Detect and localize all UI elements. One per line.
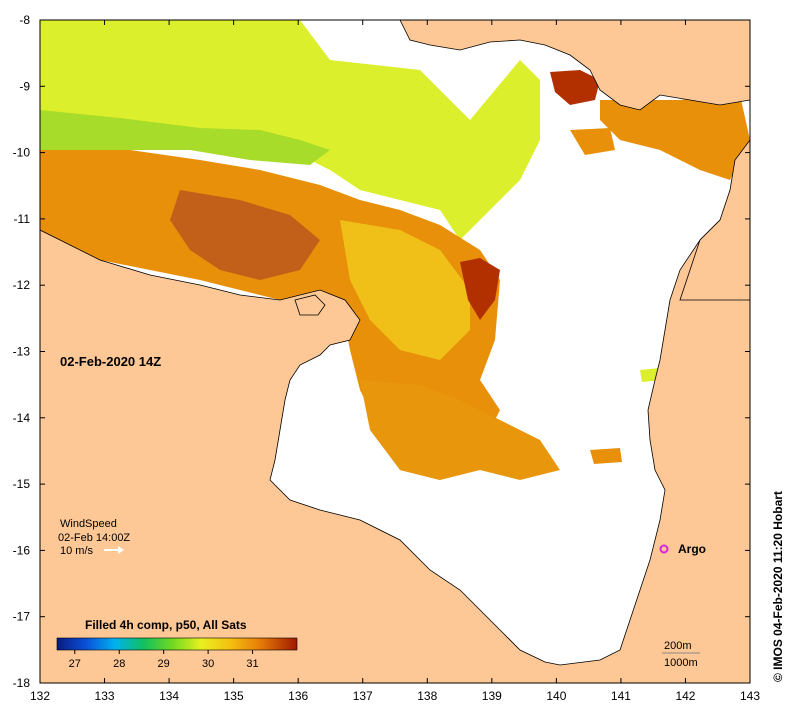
sst-cool-band: [40, 20, 540, 240]
colorbar-tick-label: 27: [69, 658, 81, 670]
x-tick-label: 135: [224, 689, 244, 703]
y-tick-label: -10: [13, 146, 31, 160]
land-cape-york: [679, 139, 750, 301]
x-tick-label: 138: [417, 689, 437, 703]
sst-warm-southeast: [360, 380, 560, 480]
x-tick-label: 132: [30, 689, 50, 703]
colorbar-tick-label: 31: [246, 658, 258, 670]
wind-time: 02-Feb 14:00Z: [58, 532, 130, 544]
land-northern-territory: [40, 189, 750, 683]
colorbar-ticks: 27 28 29 30 31: [69, 650, 259, 670]
sst-patch-east-2: [590, 448, 622, 464]
colorbar: [56, 637, 298, 651]
land-new-guinea: [399, 20, 750, 111]
x-tick-label: 139: [482, 689, 502, 703]
sst-medium-patch: [340, 220, 470, 360]
x-axis: 132 133 134 135 136 137 138 139 140 141 142 143: [30, 20, 760, 703]
sst-hot-spot-east: [460, 258, 500, 320]
colorbar-title: Filled 4h comp, p50, All Sats: [85, 618, 247, 632]
wind-arrow-icon: [104, 546, 124, 554]
y-axis: -8 -9 -10 -11 -12 -13 -14 -15 -16 -17 -18: [13, 13, 750, 690]
colorbar-tick-label: 28: [113, 658, 125, 670]
x-tick-label: 140: [546, 689, 566, 703]
y-tick-label: -8: [19, 13, 30, 27]
colorbar-tick-label: 29: [158, 658, 170, 670]
wind-scale: 10 m/s: [60, 545, 94, 557]
y-tick-label: -11: [14, 212, 31, 226]
land-island-groote: [294, 294, 326, 316]
y-tick-label: -9: [19, 79, 30, 93]
x-tick-label: 137: [353, 689, 373, 703]
x-tick-label: 142: [675, 689, 695, 703]
wind-title: WindSpeed: [60, 518, 117, 530]
x-tick-label: 133: [95, 689, 115, 703]
y-tick-label: -13: [13, 345, 31, 359]
sst-hot-spot-north: [550, 70, 600, 105]
y-tick-label: -16: [13, 543, 31, 557]
y-tick-label: -14: [13, 411, 31, 425]
timestamp-label: 02-Feb-2020 14Z: [60, 354, 161, 369]
argo-label: Argo: [678, 542, 706, 556]
y-tick-label: -12: [13, 278, 31, 292]
colorbar-tick-label: 30: [202, 658, 214, 670]
sst-field: [40, 20, 750, 480]
credit-label: © IMOS 04-Feb-2020 11:20 Hobart: [771, 491, 785, 682]
x-tick-label: 143: [740, 689, 760, 703]
y-tick-label: -15: [13, 477, 31, 491]
x-tick-label: 136: [288, 689, 308, 703]
sst-green-patch: [40, 110, 330, 165]
y-tick-label: -18: [13, 676, 31, 690]
x-tick-label: 141: [611, 689, 631, 703]
contour-1000m-label: 1000m: [664, 657, 698, 669]
sst-warm-dark-core: [170, 190, 320, 280]
contour-200m-label: 200m: [664, 640, 692, 652]
argo-marker: [659, 544, 669, 554]
x-tick-label: 134: [159, 689, 179, 703]
sst-patch-east-1: [570, 128, 615, 155]
sst-warm-east-coast: [600, 95, 750, 180]
y-tick-label: -17: [13, 610, 31, 624]
